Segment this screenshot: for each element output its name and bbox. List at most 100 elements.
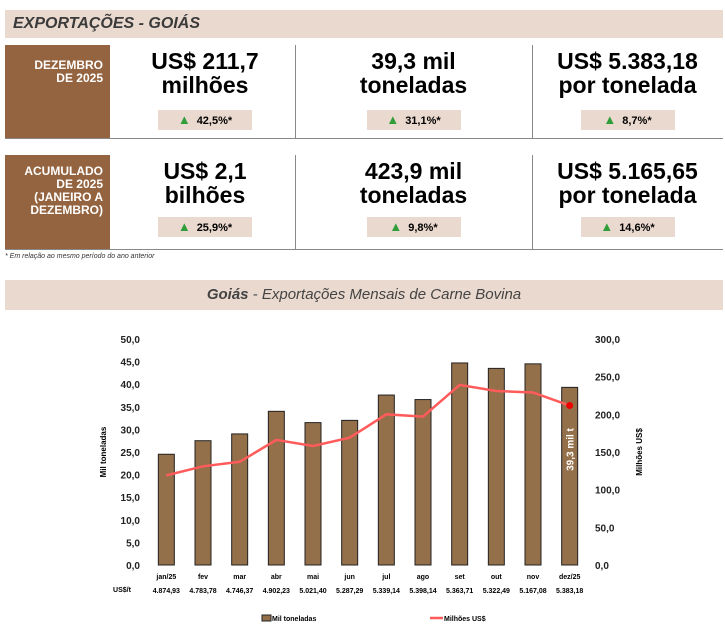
metric-value-line: US$ 5.383,18 — [557, 48, 698, 74]
period-label-line: DE 2025 — [56, 71, 103, 85]
page-title: EXPORTAÇÕES - GOIÁS — [13, 15, 200, 32]
x-tick-label: nov — [527, 574, 540, 581]
usd-per-ton-value: 5.398,14 — [409, 588, 436, 595]
x-tick-label: ago — [417, 574, 429, 581]
usd-per-ton-value: 5.363,71 — [446, 588, 473, 595]
change-value: 25,9%* — [196, 222, 233, 234]
metric-value-line: milhões — [161, 72, 249, 98]
x-tick-label: out — [491, 574, 503, 581]
arrow-up-icon: ▲ — [600, 219, 614, 234]
usd-per-ton-value: 5.339,14 — [373, 588, 400, 595]
metric-value-line: US$ 211,7 — [151, 48, 259, 74]
change-badge: ▲ 14,6%* — [580, 217, 675, 237]
arrow-up-icon: ▲ — [177, 112, 191, 127]
change-value: 14,6%* — [619, 222, 655, 234]
metric-cell: US$ 211,7 milhões ▲ 42,5%* — [115, 45, 295, 138]
metric-cell: US$ 5.165,65 por tonelada ▲ 14,6%* — [532, 155, 723, 249]
y2-tick-label: 300,0 — [595, 335, 620, 346]
metric-value-line: US$ 2,1 — [163, 158, 247, 184]
bar-mar — [231, 433, 249, 566]
metric-value-line: por tonelada — [558, 72, 697, 98]
usd-per-ton-value: 5.383,18 — [556, 588, 583, 595]
metric-value: US$ 5.383,18 por tonelada — [532, 49, 723, 97]
y-axis-label: Mil toneladas — [99, 426, 108, 477]
metric-value-line: toneladas — [359, 72, 468, 98]
y-tick-label: 0,0 — [126, 561, 140, 572]
metric-value-line: US$ 5.165,65 — [557, 158, 698, 184]
change-value: 8,7%* — [622, 115, 652, 127]
change-badge: ▲ 25,9%* — [158, 217, 252, 237]
metric-value: 423,9 mil toneladas — [295, 159, 532, 207]
usd-per-ton-value: 5.167,08 — [519, 588, 546, 595]
period-label: DEZEMBRO DE 2025 — [5, 45, 110, 138]
period-label-line: (JANEIRO A — [34, 190, 103, 204]
period-label-line: ACUMULADO — [24, 164, 103, 178]
x-tick-label: jan/25 — [155, 574, 176, 581]
bar-annotation: 39,3 mil t — [566, 427, 577, 470]
metric-value-line: toneladas — [359, 182, 468, 208]
header-bar: EXPORTAÇÕES - GOIÁS — [5, 10, 723, 38]
y-tick-label: 30,0 — [121, 425, 141, 436]
column-divider — [532, 45, 533, 138]
bar-ago — [414, 399, 432, 566]
x-tick-label: set — [455, 574, 466, 581]
legend-label-line: Milhões US$ — [444, 616, 486, 623]
y2-tick-label: 150,0 — [595, 448, 620, 459]
metric-value-line: por tonelada — [558, 182, 697, 208]
y-tick-label: 5,0 — [126, 538, 140, 549]
y-tick-label: 40,0 — [121, 380, 141, 391]
summary-row-december: DEZEMBRO DE 2025 US$ 211,7 milhões ▲ 42,5%* 39… — [5, 45, 723, 139]
monthly-exports-chart: 0,0 5,0 10,0 15,0 20,0 25,0 30,0 35,0 40,0 45,0 50… — [99, 335, 644, 623]
chart-title-rest: - Exportações Mensais de Carne Bovina — [248, 286, 522, 303]
bar-mai — [304, 422, 322, 566]
column-divider — [532, 155, 533, 249]
metric-value: US$ 211,7 milhões — [115, 49, 295, 97]
x-tick-label: dez/25 — [559, 574, 581, 581]
y-tick-label: 15,0 — [121, 493, 141, 504]
y-tick-label: 35,0 — [121, 403, 141, 414]
change-badge: ▲ 9,8%* — [366, 217, 461, 237]
column-divider — [295, 155, 296, 249]
metric-value: 39,3 mil toneladas — [295, 49, 532, 97]
metric-value-line: 39,3 mil — [371, 48, 456, 74]
y-tick-label: 45,0 — [121, 358, 141, 369]
change-value: 42,5%* — [196, 115, 233, 127]
y2-tick-label: 50,0 — [595, 523, 615, 534]
bar-set — [451, 362, 469, 566]
metric-value: US$ 2,1 bilhões — [115, 159, 295, 207]
y2-tick-label: 100,0 — [595, 486, 620, 497]
metric-value-line: bilhões — [164, 182, 246, 208]
bar-abr — [267, 410, 285, 566]
bar-jan/25 — [157, 453, 175, 566]
line-milhoes-usd — [166, 383, 571, 477]
metric-cell: 423,9 mil toneladas ▲ 9,8%* — [295, 155, 532, 249]
change-badge: ▲ 42,5%* — [158, 110, 252, 130]
arrow-up-icon: ▲ — [386, 112, 400, 127]
line-point — [566, 402, 574, 410]
column-divider — [295, 45, 296, 138]
arrow-up-icon: ▲ — [603, 112, 617, 127]
x-tick-label: mai — [307, 574, 319, 581]
period-label-line: DE 2025 — [56, 177, 103, 191]
bar-nov — [524, 363, 542, 566]
x-tick-label: abr — [271, 574, 282, 581]
y-tick-label: 10,0 — [121, 516, 141, 527]
y2-tick-label: 200,0 — [595, 410, 620, 421]
y2-tick-label: 0,0 — [595, 561, 609, 572]
x-tick-label: mar — [233, 574, 246, 581]
usd-per-ton-value: 5.322,49 — [483, 588, 510, 595]
y2-axis-label: Milhões US$ — [635, 428, 644, 476]
bar-jul — [377, 394, 395, 566]
usd-per-ton-value: 4.783,78 — [189, 588, 216, 595]
bar-dez/25 — [561, 386, 579, 566]
x-tick-label: fev — [198, 574, 208, 581]
usd-per-ton-value: 4.746,37 — [226, 588, 253, 595]
period-label-line: DEZEMBRO) — [30, 203, 103, 217]
usd-per-ton-value: 4.902,23 — [263, 588, 290, 595]
change-badge: ▲ 8,7%* — [580, 110, 675, 130]
chart-title: Goiás - Exportações Mensais de Carne Bov… — [5, 280, 723, 310]
footnote: * Em relação ao mesmo período do ano ant… — [5, 253, 155, 260]
arrow-up-icon: ▲ — [389, 219, 403, 234]
chart-title-bold: Goiás — [206, 286, 249, 303]
metric-cell: US$ 2,1 bilhões ▲ 25,9%* — [115, 155, 295, 249]
